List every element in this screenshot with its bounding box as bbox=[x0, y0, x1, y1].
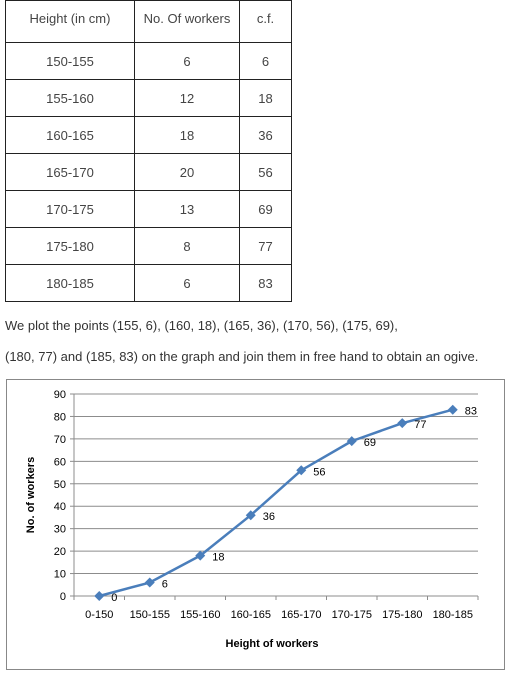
table-row: 150-155 6 6 bbox=[5, 42, 292, 80]
x-tick-labels: 0-150 150-155 155-160 160-165 165-170 170-175… bbox=[85, 609, 473, 621]
data-point-marker bbox=[296, 465, 307, 476]
y-tick-label: 50 bbox=[54, 479, 66, 491]
y-tick-label: 10 bbox=[54, 569, 66, 581]
cell-height: 160-165 bbox=[5, 116, 135, 154]
explanation-line-1: We plot the points (155, 6), (160, 18), … bbox=[5, 318, 398, 333]
cell-workers: 8 bbox=[134, 227, 240, 265]
cell-cf: 77 bbox=[239, 227, 292, 265]
table-header-row: Height (in cm) No. Of workers c.f. bbox=[5, 0, 292, 43]
x-tick-label: 155-160 bbox=[180, 609, 220, 621]
y-tick-label: 60 bbox=[54, 456, 66, 468]
y-tick-label: 0 bbox=[60, 591, 66, 603]
x-tick-label: 175-180 bbox=[382, 609, 422, 621]
table-row: 175-180 8 77 bbox=[5, 227, 292, 265]
cell-workers: 13 bbox=[134, 190, 240, 228]
x-tick-label: 165-170 bbox=[281, 609, 321, 621]
y-tick-label: 20 bbox=[54, 546, 66, 558]
y-axis-title: No. of workers bbox=[25, 457, 37, 533]
data-point-marker bbox=[195, 550, 206, 561]
data-label: 6 bbox=[162, 579, 168, 591]
cell-height: 165-170 bbox=[5, 153, 135, 191]
y-tick-label: 30 bbox=[54, 524, 66, 536]
cell-cf: 69 bbox=[239, 190, 292, 228]
table-row: 160-165 18 36 bbox=[5, 116, 292, 154]
cell-height: 180-185 bbox=[5, 264, 135, 302]
x-tick-label: 150-155 bbox=[130, 609, 170, 621]
data-label: 83 bbox=[465, 406, 477, 418]
cell-height: 150-155 bbox=[5, 42, 135, 80]
cell-workers: 6 bbox=[134, 42, 240, 80]
cell-workers: 18 bbox=[134, 116, 240, 154]
y-tick-label: 90 bbox=[54, 389, 66, 401]
x-tick-label: 180-185 bbox=[433, 609, 473, 621]
data-label: 0 bbox=[111, 592, 117, 604]
cell-height: 170-175 bbox=[5, 190, 135, 228]
gridlines bbox=[74, 393, 478, 575]
data-label: 36 bbox=[263, 511, 275, 523]
data-labels: 0 6 18 36 56 69 77 83 bbox=[111, 406, 477, 604]
header-workers: No. Of workers bbox=[134, 0, 240, 43]
x-axis-title: Height of workers bbox=[226, 638, 319, 650]
series-line bbox=[98, 408, 454, 598]
data-label: 18 bbox=[212, 552, 224, 564]
axes bbox=[70, 393, 479, 600]
x-tick-label: 0-150 bbox=[85, 609, 113, 621]
y-tick-labels: 0 10 20 30 40 50 60 70 80 90 bbox=[54, 389, 66, 603]
x-tick-label: 160-165 bbox=[231, 609, 271, 621]
cell-cf: 56 bbox=[239, 153, 292, 191]
data-point-marker bbox=[447, 404, 458, 415]
cell-workers: 6 bbox=[134, 264, 240, 302]
header-height: Height (in cm) bbox=[5, 0, 135, 43]
table-row: 155-160 12 18 bbox=[5, 79, 292, 117]
cell-height: 175-180 bbox=[5, 227, 135, 265]
data-label: 56 bbox=[313, 466, 325, 478]
cell-cf: 18 bbox=[239, 79, 292, 117]
cell-cf: 6 bbox=[239, 42, 292, 80]
x-tick-label: 170-175 bbox=[332, 609, 372, 621]
data-markers bbox=[94, 404, 458, 601]
cell-height: 155-160 bbox=[5, 79, 135, 117]
cumulative-frequency-table: Height (in cm) No. Of workers c.f. 150-1… bbox=[5, 0, 292, 302]
table-row: 180-185 6 83 bbox=[5, 264, 292, 302]
y-tick-label: 40 bbox=[54, 501, 66, 513]
data-point-marker bbox=[397, 418, 408, 429]
ogive-chart: 0 10 20 30 40 50 60 70 80 90 0-150 150-155 155-160 1… bbox=[6, 379, 505, 670]
data-label: 69 bbox=[364, 437, 376, 449]
data-point-marker bbox=[94, 591, 105, 601]
cell-cf: 36 bbox=[239, 116, 292, 154]
y-tick-label: 70 bbox=[54, 434, 66, 446]
cell-workers: 20 bbox=[134, 153, 240, 191]
explanation-line-2: (180, 77) and (185, 83) on the graph and… bbox=[5, 349, 479, 364]
cell-workers: 12 bbox=[134, 79, 240, 117]
data-point-marker bbox=[245, 510, 256, 521]
data-point-marker bbox=[144, 577, 155, 588]
cell-cf: 83 bbox=[239, 264, 292, 302]
data-label: 77 bbox=[414, 419, 426, 431]
header-cf: c.f. bbox=[239, 0, 292, 43]
data-point-marker bbox=[346, 436, 357, 447]
table-row: 165-170 20 56 bbox=[5, 153, 292, 191]
y-tick-label: 80 bbox=[54, 411, 66, 423]
table-row: 170-175 13 69 bbox=[5, 190, 292, 228]
